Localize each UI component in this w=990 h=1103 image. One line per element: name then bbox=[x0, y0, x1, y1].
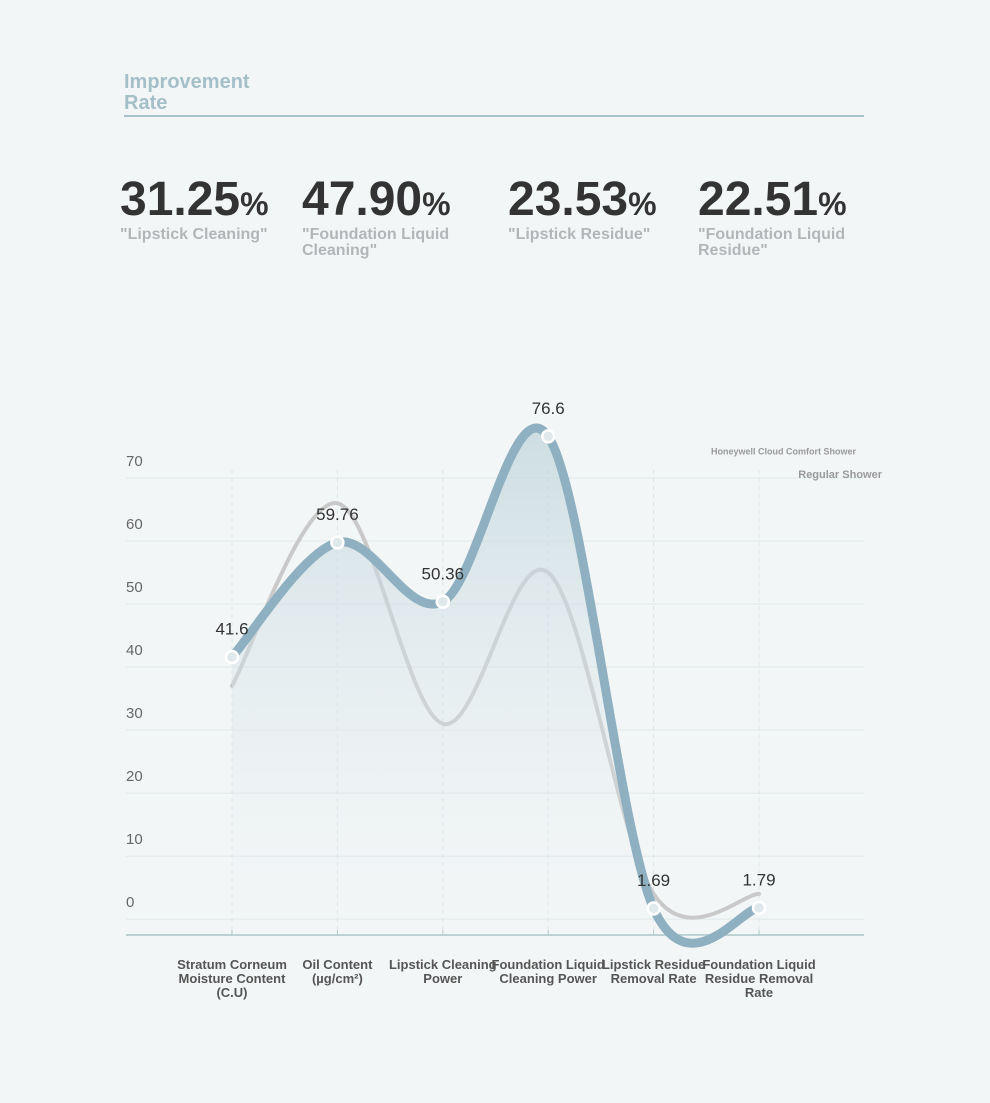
point bbox=[435, 594, 451, 610]
stat-label: "Lipstick Cleaning" bbox=[120, 226, 268, 243]
stat: 23.53% "Lipstick Residue" bbox=[508, 172, 698, 243]
x-tick-label-box: Lipstick Cleaning Power bbox=[388, 958, 497, 986]
data-label: 59.76 bbox=[316, 505, 359, 524]
x-tick-label: Lipstick Residue Removal Rate bbox=[601, 958, 706, 986]
y-tick-label: 70 bbox=[126, 453, 143, 470]
stat-number: 23.53 bbox=[508, 173, 629, 226]
y-tick-label: 10 bbox=[126, 831, 143, 848]
header-title: Improvement Rate bbox=[124, 71, 250, 114]
stat-label: "Lipstick Residue" bbox=[508, 226, 651, 243]
data-label: 1.79 bbox=[742, 870, 775, 889]
x-tick-label-box: Stratum Corneum Moisture Content (C.U) bbox=[177, 958, 287, 1000]
stat-label: "Foundation Liquid Residue" bbox=[698, 226, 846, 259]
x-tick-label: Foundation Liquid Residue Removal Rate bbox=[702, 958, 816, 1000]
stat: 47.90% "Foundation Liquid Cleaning" bbox=[302, 172, 492, 259]
stat: 31.25% "Lipstick Cleaning" bbox=[120, 172, 310, 243]
stat-value: 31.25% bbox=[120, 172, 310, 227]
point bbox=[751, 900, 767, 916]
stat-value: 23.53% bbox=[508, 172, 698, 227]
stat-unit: % bbox=[422, 186, 451, 222]
stat-label: "Foundation Liquid Cleaning" bbox=[302, 226, 450, 259]
y-tick-label: 50 bbox=[126, 579, 143, 596]
y-tick-label: 0 bbox=[126, 894, 134, 911]
divider bbox=[124, 115, 864, 117]
legend-label: Honeywell Cloud Comfort Shower bbox=[711, 446, 857, 456]
y-tick-label: 20 bbox=[126, 768, 143, 785]
point bbox=[540, 429, 556, 444]
stat-number: 47.90 bbox=[302, 173, 423, 226]
y-tick-label: 30 bbox=[126, 705, 143, 722]
y-tick-label: 60 bbox=[126, 516, 143, 533]
x-tick-label: Foundation Liquid Cleaning Power bbox=[491, 958, 605, 986]
x-tick-label-box: Foundation Liquid Residue Removal Rate bbox=[702, 958, 816, 1000]
stat-unit: % bbox=[628, 186, 657, 222]
stat-value: 47.90% bbox=[302, 172, 492, 227]
stat: 22.51% "Foundation Liquid Residue" bbox=[698, 172, 888, 259]
x-tick-label: Stratum Corneum Moisture Content (C.U) bbox=[177, 958, 287, 1000]
x-tick-label: Lipstick Cleaning Power bbox=[388, 958, 497, 986]
point bbox=[224, 649, 240, 665]
stat-number: 22.51 bbox=[698, 173, 819, 226]
stat-unit: % bbox=[818, 186, 847, 222]
point bbox=[330, 535, 345, 550]
data-label: 76.6 bbox=[532, 399, 565, 418]
data-label: 1.69 bbox=[637, 871, 670, 890]
data-label: 41.6 bbox=[215, 619, 248, 638]
x-tick-label: Oil Content (µg/cm²) bbox=[302, 958, 373, 986]
data-label: 50.36 bbox=[422, 564, 465, 583]
x-tick-label-box: Foundation Liquid Cleaning Power bbox=[491, 958, 605, 986]
stat-unit: % bbox=[240, 186, 269, 222]
y-tick-label: 40 bbox=[126, 642, 143, 659]
x-tick-label-box: Oil Content (µg/cm²) bbox=[302, 958, 373, 986]
legend-label: Regular Shower bbox=[798, 469, 882, 481]
stat-number: 31.25 bbox=[120, 173, 241, 226]
point bbox=[646, 901, 661, 916]
stat-value: 22.51% bbox=[698, 172, 888, 227]
x-tick-label-box: Lipstick Residue Removal Rate bbox=[601, 958, 706, 986]
